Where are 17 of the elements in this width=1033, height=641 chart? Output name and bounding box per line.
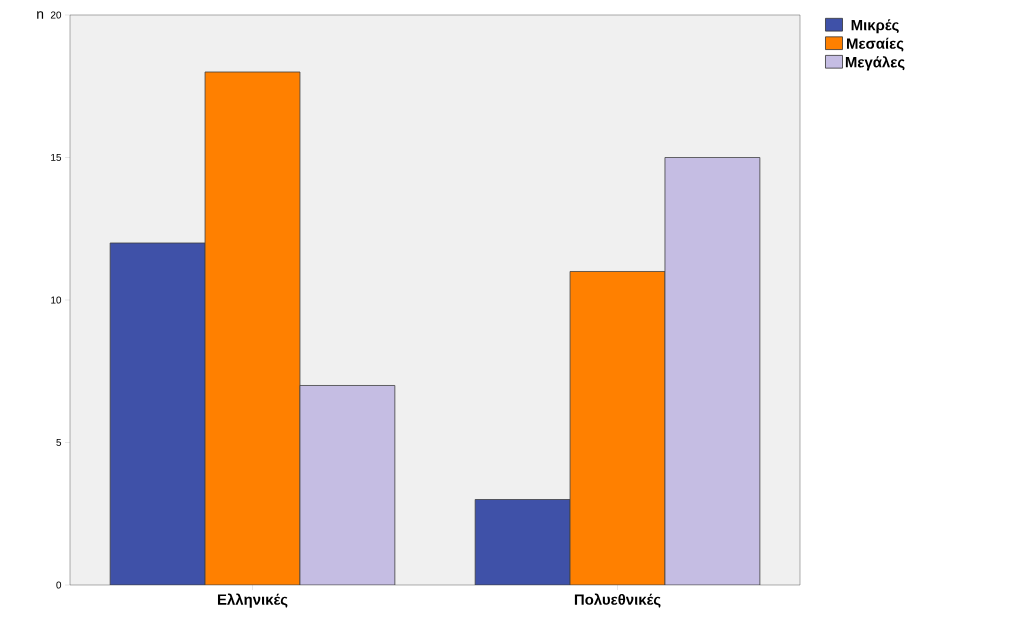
legend-label: Μεγάλες <box>845 56 905 71</box>
bar <box>299 385 396 585</box>
bar <box>474 499 571 585</box>
bar <box>569 271 666 585</box>
y-tick-label: 10 <box>51 296 62 304</box>
bar <box>664 157 761 585</box>
legend-label: Μικρές <box>851 19 899 34</box>
bar <box>109 242 206 585</box>
y-tick-label: 20 <box>50 11 62 19</box>
y-tick-label: 5 <box>56 439 62 446</box>
legend-label: Μεσαίες <box>847 37 904 52</box>
bar <box>204 71 301 585</box>
y-axis-title: n <box>37 11 44 19</box>
y-tick-label: 15 <box>51 154 62 161</box>
x-tick-label: Ελληνικές <box>217 593 288 608</box>
y-tick-label: 0 <box>56 581 62 589</box>
x-tick-label: Πολυεθνικές <box>574 593 661 608</box>
